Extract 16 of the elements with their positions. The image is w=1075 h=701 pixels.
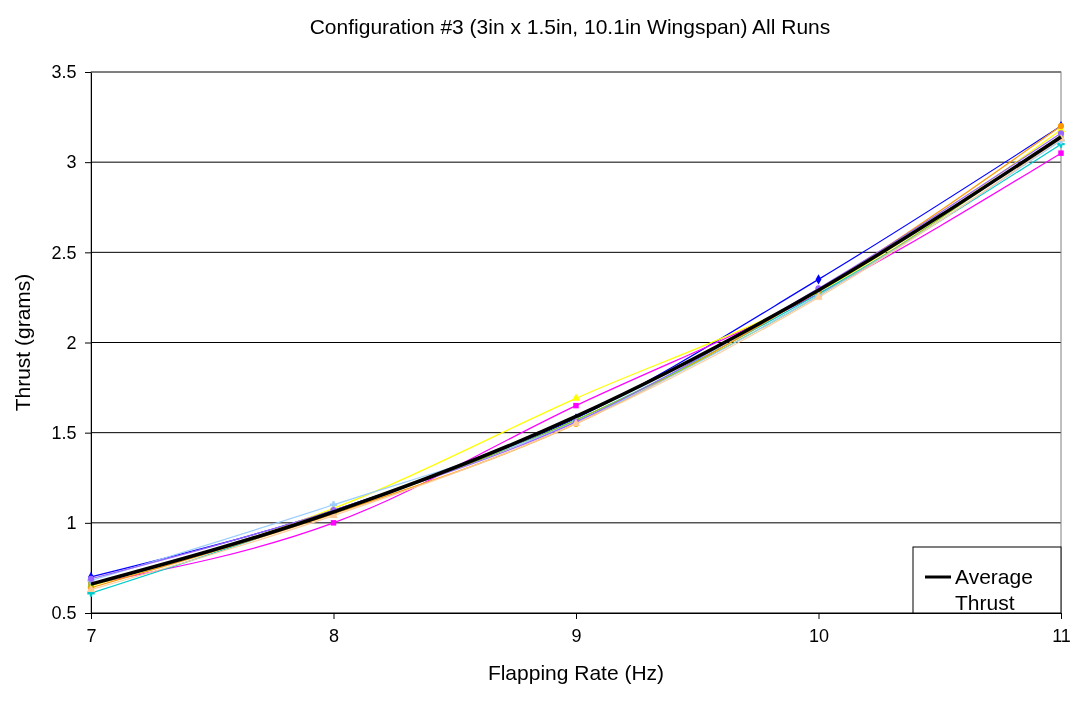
y-tick-label: 2.5 bbox=[51, 242, 77, 263]
y-tick-label: 0.5 bbox=[51, 603, 77, 624]
y-tick-label: 3.5 bbox=[51, 62, 77, 83]
y-tick-label: 1.5 bbox=[51, 422, 77, 443]
x-tick-label: 11 bbox=[1052, 625, 1071, 646]
legend-label: Average Thrust bbox=[955, 565, 1033, 614]
x-tick-label: 10 bbox=[808, 625, 830, 646]
y-axis-title: Thrust (grams) bbox=[11, 273, 34, 412]
y-tick-label: 1 bbox=[66, 513, 77, 534]
x-tick-label: 8 bbox=[328, 625, 340, 646]
y-tick-label: 3 bbox=[66, 152, 77, 173]
x-tick-label: 7 bbox=[86, 625, 97, 646]
y-tick-label: 2 bbox=[66, 332, 77, 353]
x-axis-title: Flapping Rate (Hz) bbox=[487, 661, 665, 684]
x-tick-label: 9 bbox=[571, 625, 582, 646]
chart-title: Configuration #3 (3in x 1.5in, 10.1in Wingspan) All Runs bbox=[309, 15, 831, 38]
